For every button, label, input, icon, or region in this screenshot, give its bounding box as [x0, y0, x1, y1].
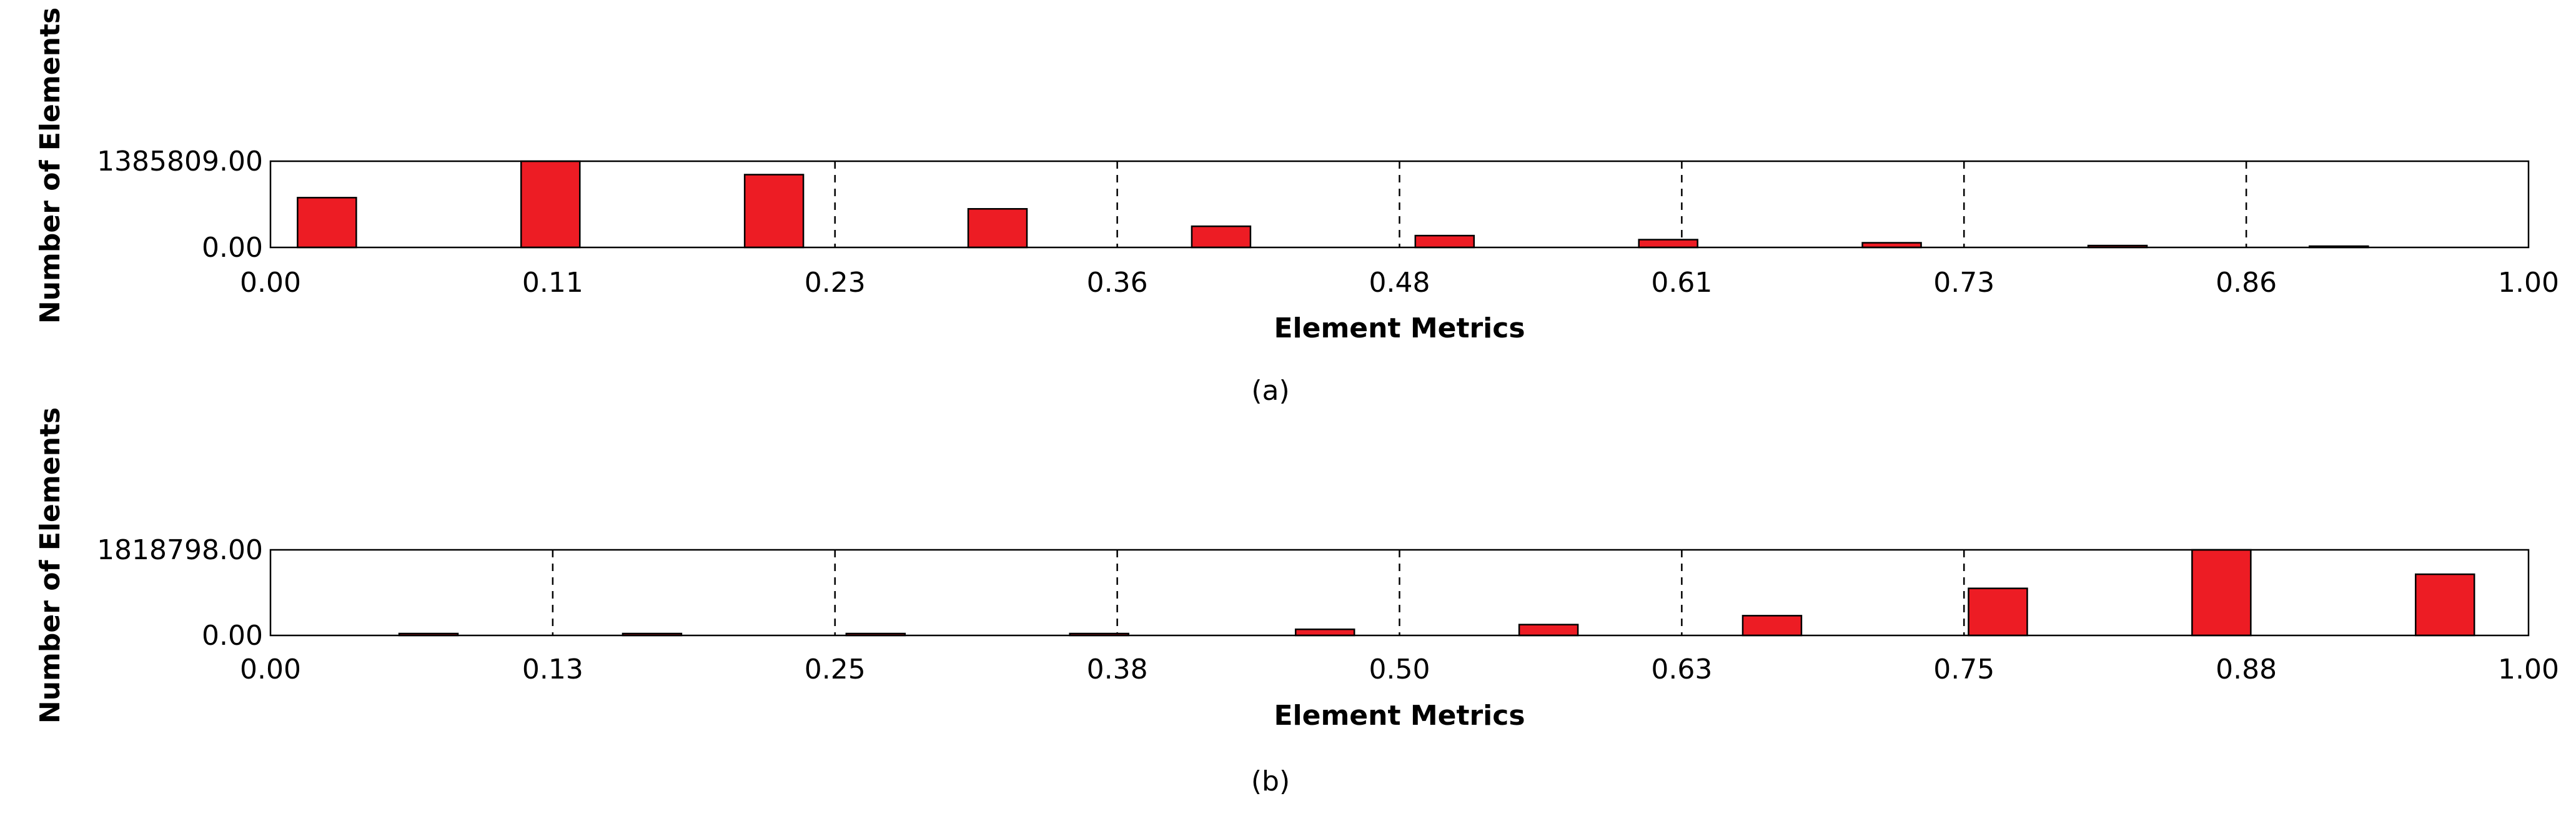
x-tick-label: 0.48 [1369, 267, 1430, 299]
histogram-bar [1414, 234, 1475, 249]
histogram-bar [297, 197, 357, 249]
plot-frame [269, 549, 2530, 637]
y-tick-label: 0.00 [202, 620, 263, 652]
x-tick-label: 0.38 [1087, 654, 1148, 685]
x-tick-label: 0.36 [1087, 267, 1148, 299]
histogram-bar [1191, 225, 1252, 249]
x-tick-label: 0.73 [1933, 267, 1994, 299]
chart-panel-a: 0.00 0.11 0.23 0.36 0.48 0.61 0.73 0.86 1.00 0.00… [34, 7, 2559, 407]
y-tick-label: 1818798.00 [97, 534, 263, 566]
y-tick-label: 0.00 [202, 232, 263, 264]
x-tick-label: 0.23 [805, 267, 866, 299]
x-tick-label: 0.25 [805, 654, 866, 685]
histogram-bar [967, 208, 1028, 249]
plot-frame [269, 160, 2530, 249]
y-axis-title: Number of Elements [34, 7, 66, 324]
x-tick-label: 0.86 [2216, 267, 2277, 299]
histogram-bar [2191, 549, 2252, 637]
histogram-bar [1638, 239, 1698, 249]
histogram-bar [1968, 587, 2028, 637]
x-tick-label: 0.11 [522, 267, 583, 299]
chart-panel-b: 0.00 0.13 0.25 0.38 0.50 0.63 0.75 0.88 1.00 0.00… [34, 407, 2559, 797]
x-tick-label: 1.00 [2498, 654, 2559, 685]
histogram-bar [1741, 615, 1803, 637]
x-axis-title: Element Metrics [1274, 700, 1525, 732]
x-tick-label: 1.00 [2498, 267, 2559, 299]
x-tick-label: 0.75 [1933, 654, 1994, 685]
x-tick-label: 0.00 [240, 654, 301, 685]
histogram-bar [520, 160, 581, 249]
histogram-bar [1518, 624, 1579, 637]
x-tick-label: 0.13 [522, 654, 583, 685]
x-tick-label: 0.88 [2216, 654, 2277, 685]
histogram-bar [1294, 628, 1355, 637]
x-tick-label: 0.00 [240, 267, 301, 299]
x-tick-label: 0.61 [1651, 267, 1712, 299]
panel-caption: (a) [1251, 375, 1289, 407]
x-tick-label: 0.50 [1369, 654, 1430, 685]
x-axis-title: Element Metrics [1274, 312, 1525, 344]
histogram-bar [743, 174, 805, 249]
x-tick-label: 0.63 [1651, 654, 1712, 685]
y-axis-title: Number of Elements [34, 407, 66, 724]
panel-caption: (b) [1251, 765, 1290, 797]
y-tick-label: 1385809.00 [97, 146, 263, 177]
histogram-bar [2415, 573, 2475, 637]
